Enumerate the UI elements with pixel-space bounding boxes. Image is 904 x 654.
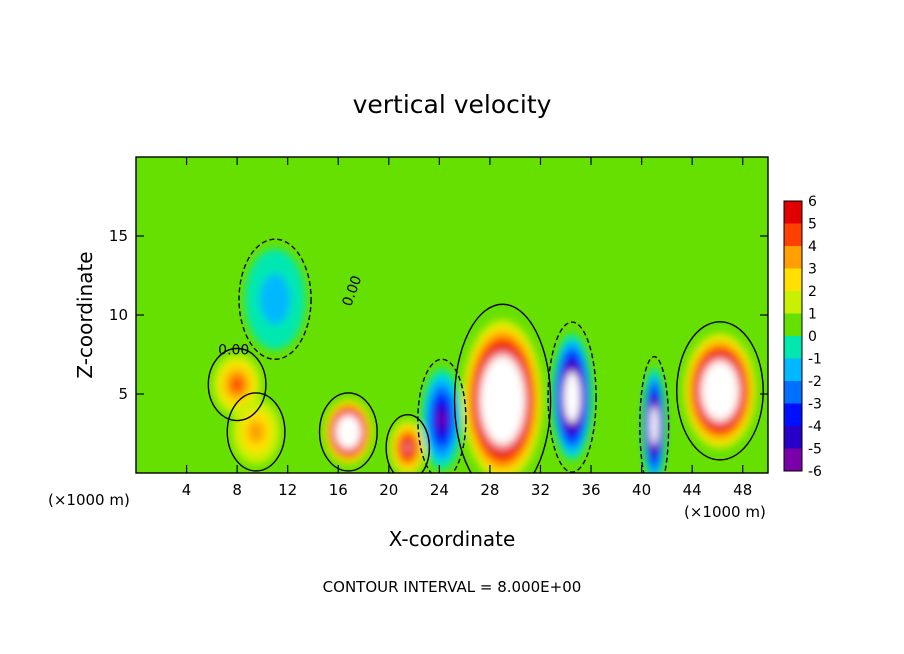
x-tick-label: 4 <box>182 481 192 499</box>
colorbar-tick-label: 0 <box>808 329 817 345</box>
x-tick-label: 36 <box>581 481 600 499</box>
x-tick-label: 40 <box>632 481 651 499</box>
colorbar: 6 5 4 3 2 1 0 -1 -2 -3 -4 -5 -6 <box>783 194 822 480</box>
field-blob-7 <box>231 376 244 393</box>
colorbar-tick-label: -3 <box>808 397 822 413</box>
colorbar-tick-label: 4 <box>808 239 817 255</box>
field-blob-3 <box>570 390 575 404</box>
plot-area: 0.000.00 <box>136 157 768 473</box>
y-tick-label: 15 <box>109 227 128 245</box>
field-blob-1 <box>404 443 411 453</box>
field-blob-4 <box>716 385 724 396</box>
x-tick-label: 44 <box>683 481 702 499</box>
x-tick-label: 12 <box>278 481 297 499</box>
field-blob-5 <box>652 419 657 433</box>
contour-3 <box>547 321 597 473</box>
chart-title: vertical velocity <box>353 90 552 119</box>
contour-5 <box>639 355 670 473</box>
y-axis-label: Z-coordinate <box>73 251 97 378</box>
y-tick-label: 10 <box>109 306 128 324</box>
colorbar-tick-label: -6 <box>808 464 822 480</box>
field-blob-0 <box>346 429 351 435</box>
colorbar-swatch <box>784 403 802 426</box>
colorbar-swatch <box>784 381 802 404</box>
contour-8 <box>226 392 286 472</box>
x-tick-label: 8 <box>232 481 242 499</box>
colorbar-swatch <box>784 336 802 359</box>
x-unit-left: (×1000 m) <box>48 491 130 509</box>
colorbar-swatch <box>784 201 802 224</box>
colorbar-tick-label: -5 <box>808 442 822 458</box>
colorbar-tick-label: 5 <box>808 217 817 233</box>
colorbar-tick-label: -2 <box>808 374 822 390</box>
contour-9 <box>238 238 312 360</box>
x-tick-label: 24 <box>430 481 449 499</box>
contour-0 <box>318 392 378 472</box>
contour-1 <box>385 414 431 473</box>
y-tick-label: 5 <box>118 385 128 403</box>
x-tick-label: 32 <box>531 481 550 499</box>
colorbar-swatch <box>784 291 802 314</box>
colorbar-swatch <box>784 426 802 449</box>
colorbar-swatch <box>784 313 802 336</box>
colorbar-swatch <box>784 268 802 291</box>
contour-6 <box>417 358 467 473</box>
colorbar-tick-label: -4 <box>808 419 822 435</box>
field-blob-8 <box>247 420 265 443</box>
colorbar-tick-label: 1 <box>808 307 817 323</box>
colorbar-swatch <box>784 246 802 269</box>
colorbar-frame <box>783 200 803 472</box>
colorbar-tick-label: 3 <box>808 262 817 278</box>
colorbar-tick-label: 6 <box>808 194 817 210</box>
x-tick-label: 16 <box>329 481 348 499</box>
colorbar-swatch <box>784 448 802 471</box>
x-tick-label: 28 <box>480 481 499 499</box>
contour-7 <box>207 347 267 422</box>
contour-2 <box>453 303 552 473</box>
contour-label: 0.00 <box>218 343 249 359</box>
x-unit-right: (×1000 m) <box>684 503 766 521</box>
field-blob-2 <box>499 394 506 407</box>
colorbar-swatch <box>784 358 802 381</box>
colorbar-swatch <box>784 223 802 246</box>
field-blob-9 <box>259 273 291 325</box>
contour-interval-note: CONTOUR INTERVAL = 8.000E+00 <box>323 578 582 596</box>
zero-contours: 0.000.00 <box>207 238 764 473</box>
colorbar-tick-label: 2 <box>808 284 817 300</box>
x-tick-label: 20 <box>379 481 398 499</box>
x-axis-ticks: 4 8 12 16 20 24 28 32 36 40 44 48 <box>182 157 752 499</box>
x-tick-label: 48 <box>733 481 752 499</box>
contour-4 <box>676 321 764 461</box>
x-axis-label: X-coordinate <box>389 527 516 551</box>
colorbar-tick-label: -1 <box>808 352 822 368</box>
y-axis-ticks: 5 10 15 <box>109 227 768 403</box>
field-blob-6 <box>438 410 446 428</box>
